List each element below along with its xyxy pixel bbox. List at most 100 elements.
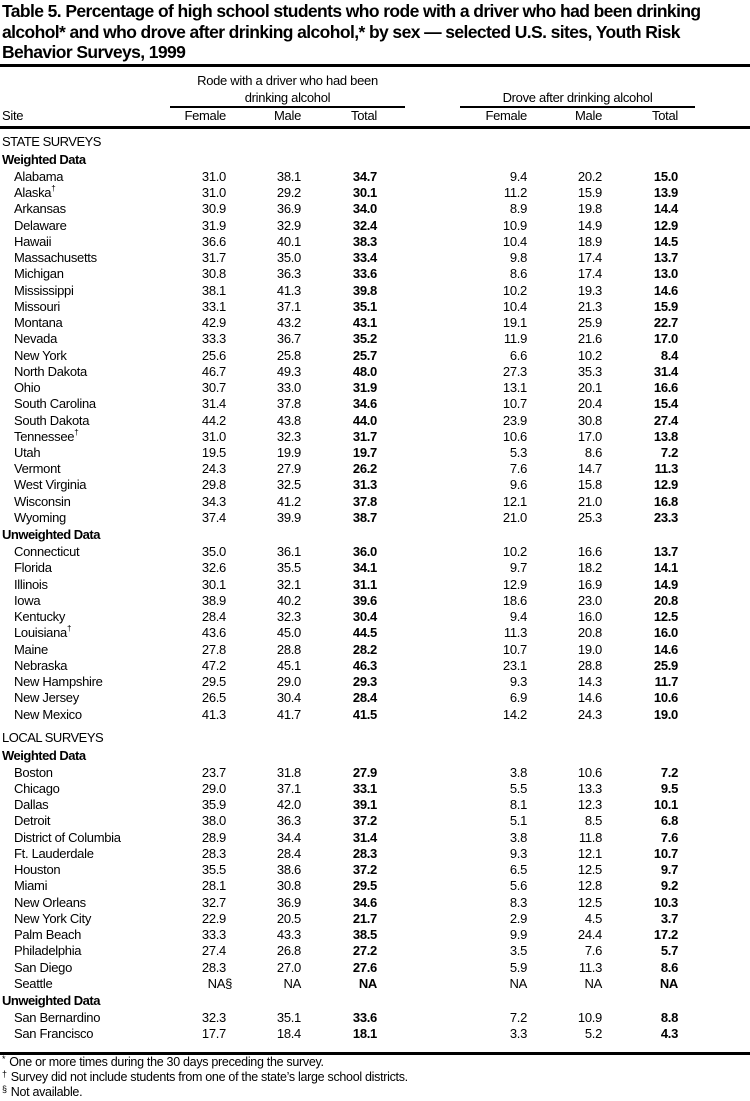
table-row: Nevada 33.3 36.7 35.2 11.9 21.6 17.0: [0, 331, 750, 347]
cell-total-rode: 33.6: [352, 266, 377, 282]
cell-total-drove: 7.6: [660, 829, 678, 845]
table-row: Ft. Lauderdale 28.3 28.4 28.3 9.3 12.1 10.7: [0, 846, 750, 862]
table-row: New Mexico 41.3 41.7 41.5 14.2 24.3 19.0: [0, 707, 750, 723]
cell-total-drove: 12.9: [653, 477, 678, 493]
table-row: Connecticut 35.0 36.1 36.0 10.2 16.6 13.7: [0, 544, 750, 560]
cell-male-rode: 28.4: [276, 845, 301, 861]
cell-female-drove: 10.2: [502, 544, 527, 560]
site-name: Dallas: [14, 797, 49, 813]
site-label: Palm Beach: [14, 927, 82, 943]
site-name: Seattle: [14, 976, 53, 992]
cell-total-rode: 39.8: [352, 282, 377, 298]
cell-male-rode: 43.3: [276, 927, 301, 943]
table-row: New Hampshire 29.5 29.0 29.3 9.3 14.3 11.7: [0, 674, 750, 690]
table-row: South Carolina 31.4 37.8 34.6 10.7 20.4 15.4: [0, 396, 750, 412]
table-row: San Bernardino 32.3 35.1 33.6 7.2 10.9 8.8: [0, 1010, 750, 1026]
cell-male-rode: 38.6: [276, 862, 301, 878]
cell-total-rode: 25.7: [352, 347, 377, 363]
table-row: Mississippi 38.1 41.3 39.8 10.2 19.3 14.6: [0, 283, 750, 299]
cell-female-drove: 27.3: [502, 363, 527, 379]
cell-female-rode: 35.9: [201, 797, 226, 813]
cell-total-drove: 14.1: [653, 560, 678, 576]
cell-total-drove: 6.8: [660, 813, 678, 829]
site-label: New Jersey: [14, 690, 79, 706]
cell-male-rode: 36.9: [276, 894, 301, 910]
cell-male-drove: 10.9: [577, 1010, 602, 1026]
cell-total-rode: 44.5: [352, 625, 377, 641]
cell-male-rode: 26.8: [276, 943, 301, 959]
cell-male-rode: 38.1: [276, 169, 301, 184]
cell-male-rode: NA: [283, 975, 302, 991]
cell-female-rode: 32.3: [201, 1010, 226, 1026]
site-name: Palm Beach: [14, 927, 81, 943]
cell-total-drove: 7.2: [660, 444, 678, 460]
column-header-total: Total: [351, 108, 377, 123]
site-name: Montana: [14, 315, 63, 331]
cell-female-rode: 30.7: [201, 380, 226, 396]
cell-female-drove: 5.5: [509, 780, 527, 796]
site-label: New Mexico: [14, 706, 82, 722]
table-row: Miami 28.1 30.8 29.5 5.6 12.8 9.2: [0, 878, 750, 894]
cell-total-drove: 9.7: [660, 862, 678, 878]
cell-female-drove: 3.5: [509, 943, 527, 959]
cell-male-drove: 4.5: [584, 910, 602, 926]
cell-total-rode: NA: [358, 975, 377, 991]
table-row: South Dakota 44.2 43.8 44.0 23.9 30.8 27.4: [0, 413, 750, 429]
site-name: Chicago: [14, 781, 60, 797]
cell-total-rode: 26.2: [352, 461, 377, 477]
site-label: South Carolina: [14, 396, 96, 412]
site-label: Ohio: [14, 380, 41, 396]
cell-female-rode: 31.0: [201, 428, 226, 444]
cell-total-rode: 34.6: [352, 396, 377, 412]
cell-total-drove: 19.0: [653, 706, 678, 722]
cell-female-rode: 19.5: [201, 444, 226, 460]
cell-female-rode: NA§: [207, 975, 233, 991]
column-header-site: Site: [2, 108, 24, 123]
cell-male-drove: 16.9: [577, 576, 602, 592]
table-row: Boston 23.7 31.8 27.9 3.8 10.6 7.2: [0, 765, 750, 781]
cell-female-rode: 31.0: [201, 185, 226, 201]
cell-female-drove: 8.1: [509, 797, 527, 813]
cell-male-drove: 17.4: [577, 250, 602, 266]
cell-male-drove: 21.6: [577, 331, 602, 347]
cell-male-drove: 35.3: [577, 363, 602, 379]
table-row: Dallas 35.9 42.0 39.1 8.1 12.3 10.1: [0, 797, 750, 813]
site-name: Mississippi: [14, 283, 74, 299]
cell-male-drove: 12.5: [577, 894, 602, 910]
cell-female-drove: 10.7: [502, 396, 527, 412]
cell-total-drove: 14.5: [653, 233, 678, 249]
cell-male-rode: 36.7: [276, 331, 301, 347]
cell-total-drove: 14.6: [653, 282, 678, 298]
site-name: San Bernardino: [14, 1010, 100, 1026]
cell-male-rode: 28.8: [276, 641, 301, 657]
table-row: Tennessee† 31.0 32.3 31.7 10.6 17.0 13.8: [0, 428, 750, 445]
cell-male-rode: 41.7: [276, 706, 301, 722]
cell-female-drove: 10.7: [502, 641, 527, 657]
cell-male-drove: 11.3: [578, 959, 602, 975]
site-label: Miami: [14, 878, 48, 894]
table-row: North Dakota 46.7 49.3 48.0 27.3 35.3 31.4: [0, 364, 750, 380]
site-name: Maine: [14, 642, 48, 658]
cell-female-rode: 42.9: [201, 315, 226, 331]
site-name: New Mexico: [14, 707, 82, 723]
cell-total-drove: 16.8: [653, 493, 678, 509]
cell-male-drove: 12.1: [577, 845, 602, 861]
cell-total-rode: 41.5: [352, 706, 377, 722]
site-label: Michigan: [14, 266, 64, 282]
cell-male-drove: 12.8: [577, 878, 602, 894]
cell-total-rode: 44.0: [352, 412, 377, 428]
cell-total-rode: 38.7: [352, 509, 377, 525]
site-label: Utah: [14, 444, 41, 460]
cell-female-rode: 38.9: [201, 592, 226, 608]
cell-male-drove: 24.3: [577, 706, 602, 722]
group-header: Weighted Data: [2, 747, 86, 763]
table-row: Seattle NA§ NA NA NA NA NA: [0, 976, 750, 992]
cell-female-drove: 9.6: [509, 477, 527, 493]
cell-total-rode: 39.1: [352, 797, 377, 813]
table-row: Louisiana† 43.6 45.0 44.5 11.3 20.8 16.0: [0, 625, 750, 641]
table-row: Chicago 29.0 37.1 33.1 5.5 13.3 9.5: [0, 781, 750, 797]
cell-male-rode: 32.5: [276, 477, 301, 493]
site-name: Hawaii: [14, 234, 52, 250]
cell-male-rode: 34.4: [276, 829, 301, 845]
cell-female-rode: 24.3: [201, 461, 226, 477]
